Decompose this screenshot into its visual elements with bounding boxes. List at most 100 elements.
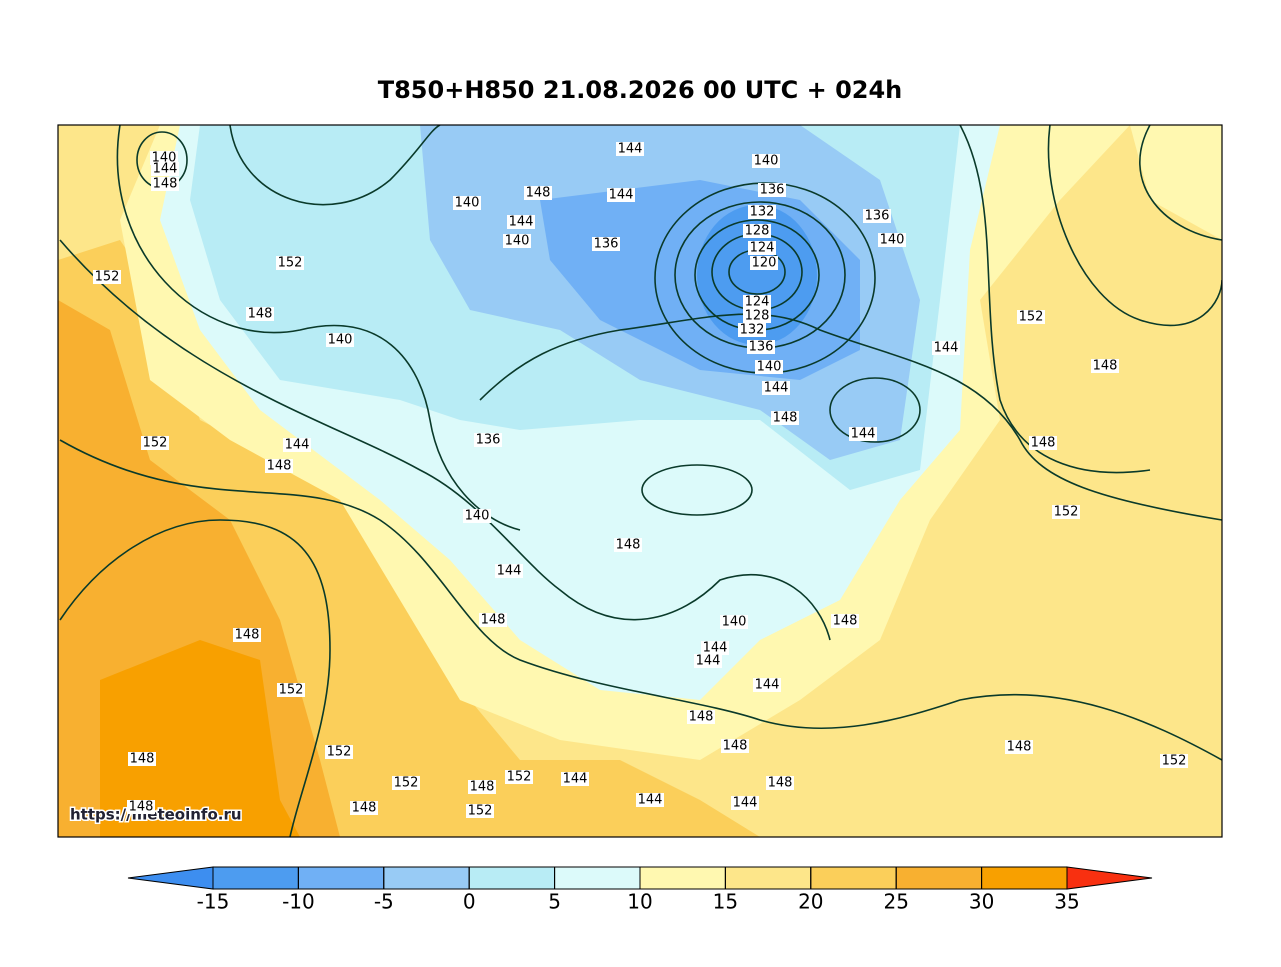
contour-label: 140 bbox=[505, 234, 530, 249]
contour-label: 140 bbox=[757, 360, 782, 375]
label-box bbox=[350, 801, 378, 815]
label-box bbox=[1160, 754, 1188, 768]
contour-label: 152 bbox=[278, 256, 303, 271]
colorbar-segment bbox=[810, 866, 897, 890]
label-box bbox=[1091, 359, 1119, 373]
label-box bbox=[636, 793, 664, 807]
contour-label: 140 bbox=[152, 151, 177, 166]
label-box bbox=[453, 196, 481, 210]
label-box bbox=[721, 739, 749, 753]
label-box bbox=[592, 237, 620, 251]
contour-label: 144 bbox=[285, 438, 310, 453]
colorbar-tick-label: -5 bbox=[374, 890, 394, 914]
contour-label: 144 bbox=[618, 142, 643, 157]
contour-label: 152 bbox=[394, 776, 419, 791]
label-box bbox=[561, 772, 589, 786]
contour-label: 144 bbox=[755, 678, 780, 693]
label-box bbox=[495, 564, 523, 578]
contour-label: 144 bbox=[509, 215, 534, 230]
label-box bbox=[325, 745, 353, 759]
contour-label: 148 bbox=[130, 752, 155, 767]
contour-label: 148 bbox=[235, 628, 260, 643]
label-box bbox=[720, 615, 748, 629]
label-box bbox=[150, 151, 178, 165]
label-box bbox=[265, 459, 293, 473]
contour-label: 140 bbox=[328, 333, 353, 348]
label-box bbox=[755, 360, 783, 374]
contour-label: 132 bbox=[750, 205, 775, 220]
contour-label: 124 bbox=[750, 241, 775, 256]
label-box bbox=[246, 307, 274, 321]
label-box bbox=[878, 233, 906, 247]
label-box bbox=[524, 186, 552, 200]
label-box bbox=[614, 538, 642, 552]
contour-label: 148 bbox=[833, 614, 858, 629]
contour-label: 136 bbox=[476, 433, 501, 448]
colorbar-tick-label: 35 bbox=[1054, 890, 1079, 914]
label-box bbox=[1029, 436, 1057, 450]
label-box bbox=[748, 241, 776, 255]
contour-label: 144 bbox=[153, 162, 178, 177]
contour-label: 144 bbox=[563, 772, 588, 787]
label-box bbox=[128, 752, 156, 766]
label-box bbox=[701, 641, 729, 655]
contour-label: 144 bbox=[696, 654, 721, 669]
label-box bbox=[466, 804, 494, 818]
contour-label: 152 bbox=[95, 270, 120, 285]
contour-label: 144 bbox=[497, 564, 522, 579]
contour-label: 144 bbox=[764, 381, 789, 396]
label-box bbox=[474, 433, 502, 447]
colorbar-segment bbox=[639, 866, 726, 890]
label-box bbox=[863, 209, 891, 223]
label-box bbox=[743, 224, 771, 238]
contour-label: 148 bbox=[1007, 740, 1032, 755]
colorbar-segment bbox=[981, 866, 1068, 890]
label-box bbox=[233, 628, 261, 642]
label-box bbox=[1017, 310, 1045, 324]
contour-label: 136 bbox=[749, 340, 774, 355]
contour-label: 144 bbox=[851, 427, 876, 442]
label-box bbox=[93, 270, 121, 284]
colorbar-tick-label: 20 bbox=[798, 890, 823, 914]
label-box bbox=[831, 614, 859, 628]
contour-label: 128 bbox=[745, 309, 770, 324]
label-box bbox=[479, 613, 507, 627]
label-box bbox=[141, 436, 169, 450]
contour-label: 140 bbox=[880, 233, 905, 248]
label-box bbox=[752, 154, 780, 168]
contour-label: 152 bbox=[507, 770, 532, 785]
colorbar-segment bbox=[724, 866, 812, 890]
colorbar-tick-label: -15 bbox=[197, 890, 230, 914]
colorbar-tick-label: 30 bbox=[969, 890, 994, 914]
label-box bbox=[762, 381, 790, 395]
colorbar-tick-label: 0 bbox=[463, 890, 476, 914]
colorbar: -15 -10 -5 0 5 10 15 20 25 30 35 bbox=[127, 866, 1153, 914]
contour-label: 140 bbox=[722, 615, 747, 630]
contour-label: 128 bbox=[745, 224, 770, 239]
colorbar-tick-label: 25 bbox=[883, 890, 908, 914]
label-box bbox=[463, 509, 491, 523]
contour-label: 148 bbox=[1031, 436, 1056, 451]
label-box bbox=[771, 411, 799, 425]
contour-label: 152 bbox=[143, 436, 168, 451]
contour-label: 148 bbox=[526, 186, 551, 201]
contour-label: 140 bbox=[465, 509, 490, 524]
label-box bbox=[932, 341, 960, 355]
contour-label: 148 bbox=[616, 538, 641, 553]
contour-label: 132 bbox=[740, 323, 765, 338]
label-box bbox=[758, 183, 786, 197]
contour-label: 148 bbox=[723, 739, 748, 754]
colorbar-tick-label: -10 bbox=[282, 890, 315, 914]
contour-label: 124 bbox=[745, 295, 770, 310]
contour-label: 148 bbox=[1093, 359, 1118, 374]
contour-label: 144 bbox=[638, 793, 663, 808]
colorbar-arrow bbox=[1066, 866, 1153, 890]
title: T850+H850 21.08.2026 00 UTC + 024h bbox=[378, 76, 903, 104]
label-box bbox=[748, 205, 776, 219]
contour-label: 136 bbox=[594, 237, 619, 252]
label-box bbox=[694, 654, 722, 668]
colorbar-segment bbox=[554, 866, 641, 890]
label-box bbox=[468, 780, 496, 794]
